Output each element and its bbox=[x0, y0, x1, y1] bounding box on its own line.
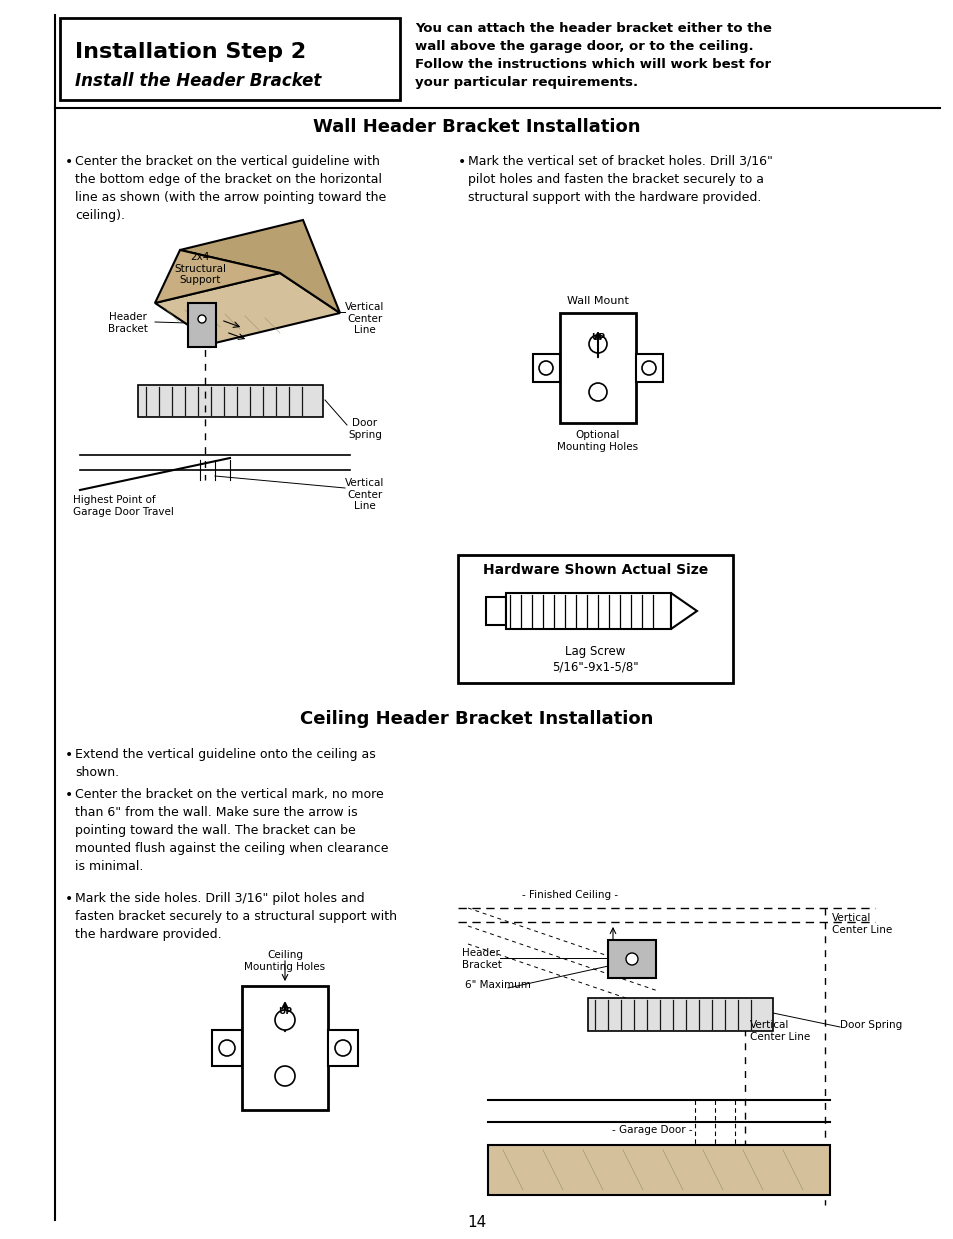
FancyBboxPatch shape bbox=[60, 19, 399, 100]
Circle shape bbox=[335, 1040, 351, 1056]
Bar bbox=[328, 1030, 357, 1066]
Polygon shape bbox=[180, 221, 339, 313]
Text: UP: UP bbox=[590, 333, 604, 342]
Text: Lag Screw
5/16"-9x1-5/8": Lag Screw 5/16"-9x1-5/8" bbox=[552, 646, 639, 673]
Text: Wall Header Bracket Installation: Wall Header Bracket Installation bbox=[313, 118, 640, 136]
Bar bbox=[242, 986, 328, 1110]
Text: 14: 14 bbox=[467, 1215, 486, 1230]
Text: •: • bbox=[65, 892, 73, 906]
Text: Header
Bracket: Header Bracket bbox=[461, 948, 501, 970]
Text: UP: UP bbox=[277, 1007, 292, 1016]
Bar bbox=[636, 354, 662, 382]
Text: Door
Spring: Door Spring bbox=[348, 418, 381, 440]
Polygon shape bbox=[670, 593, 697, 629]
Text: 2x4
Structural
Support: 2x4 Structural Support bbox=[173, 252, 226, 285]
Bar bbox=[138, 385, 323, 418]
Bar bbox=[505, 593, 670, 629]
Text: Vertical
Center
Line: Vertical Center Line bbox=[345, 478, 384, 512]
Text: Ceiling Header Bracket Installation: Ceiling Header Bracket Installation bbox=[300, 710, 653, 729]
Bar bbox=[457, 555, 732, 683]
Text: Install the Header Bracket: Install the Header Bracket bbox=[75, 72, 321, 90]
Text: Door Spring: Door Spring bbox=[840, 1020, 902, 1030]
Bar bbox=[587, 997, 772, 1031]
Circle shape bbox=[219, 1040, 234, 1056]
Text: Vertical
Center
Line: Vertical Center Line bbox=[345, 302, 384, 336]
Bar bbox=[533, 354, 559, 382]
Polygon shape bbox=[154, 273, 339, 343]
Circle shape bbox=[198, 315, 206, 323]
Bar bbox=[607, 940, 656, 978]
Text: •: • bbox=[457, 155, 466, 169]
Text: Ceiling
Mounting Holes: Ceiling Mounting Holes bbox=[244, 950, 325, 971]
Text: Extend the vertical guideline onto the ceiling as
shown.: Extend the vertical guideline onto the c… bbox=[75, 748, 375, 779]
Text: Hardware Shown Actual Size: Hardware Shown Actual Size bbox=[482, 563, 707, 577]
Circle shape bbox=[274, 1010, 294, 1030]
Text: 6" Maximum: 6" Maximum bbox=[464, 980, 530, 990]
Bar bbox=[559, 313, 636, 422]
Text: Installation Step 2: Installation Step 2 bbox=[75, 42, 306, 62]
Circle shape bbox=[625, 953, 638, 965]
Circle shape bbox=[538, 361, 553, 375]
Text: - Finished Ceiling -: - Finished Ceiling - bbox=[521, 890, 618, 900]
Text: •: • bbox=[65, 788, 73, 802]
Text: Highest Point of
Garage Door Travel: Highest Point of Garage Door Travel bbox=[73, 496, 173, 517]
Text: Vertical
Center Line: Vertical Center Line bbox=[831, 913, 891, 934]
Bar bbox=[485, 597, 505, 624]
Text: Optional
Mounting Holes: Optional Mounting Holes bbox=[557, 430, 638, 451]
Bar bbox=[488, 1145, 829, 1194]
Bar bbox=[188, 304, 215, 347]
Bar bbox=[212, 1030, 242, 1066]
Polygon shape bbox=[154, 250, 280, 304]
Text: Mark the vertical set of bracket holes. Drill 3/16"
pilot holes and fasten the b: Mark the vertical set of bracket holes. … bbox=[468, 155, 772, 204]
Text: - Garage Door -: - Garage Door - bbox=[611, 1125, 692, 1135]
Text: Vertical
Center Line: Vertical Center Line bbox=[749, 1020, 809, 1042]
Text: •: • bbox=[65, 155, 73, 169]
Text: You can attach the header bracket either to the
wall above the garage door, or t: You can attach the header bracket either… bbox=[415, 22, 771, 89]
Text: Header
Bracket: Header Bracket bbox=[108, 312, 148, 333]
Text: •: • bbox=[65, 748, 73, 762]
Text: Center the bracket on the vertical guideline with
the bottom edge of the bracket: Center the bracket on the vertical guide… bbox=[75, 155, 386, 222]
Circle shape bbox=[641, 361, 656, 375]
Circle shape bbox=[274, 1066, 294, 1087]
Text: Wall Mount: Wall Mount bbox=[566, 296, 628, 306]
Circle shape bbox=[588, 383, 606, 401]
Text: Center the bracket on the vertical mark, no more
than 6" from the wall. Make sur: Center the bracket on the vertical mark,… bbox=[75, 788, 388, 873]
Text: Mark the side holes. Drill 3/16" pilot holes and
fasten bracket securely to a st: Mark the side holes. Drill 3/16" pilot h… bbox=[75, 892, 396, 940]
Circle shape bbox=[588, 335, 606, 353]
